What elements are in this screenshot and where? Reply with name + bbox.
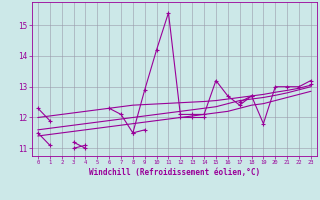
X-axis label: Windchill (Refroidissement éolien,°C): Windchill (Refroidissement éolien,°C) (89, 168, 260, 177)
